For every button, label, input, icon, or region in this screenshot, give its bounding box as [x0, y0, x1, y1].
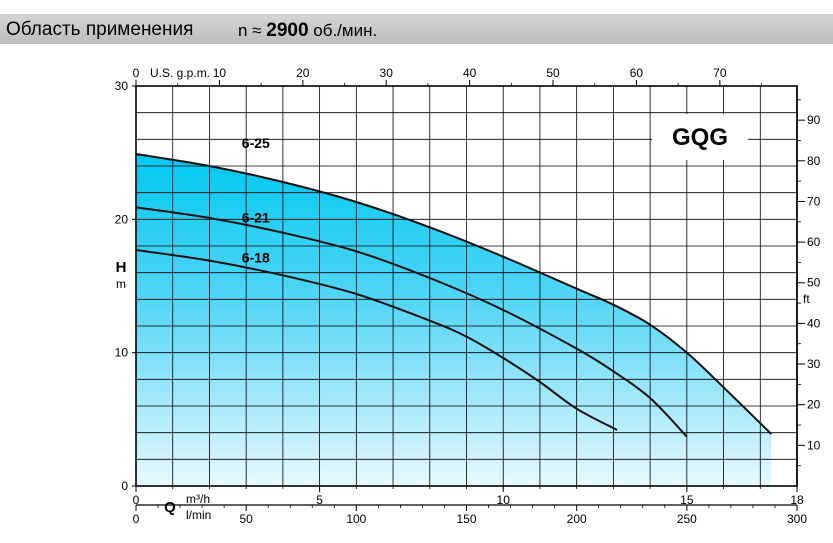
- y-right-tick-label: 60: [807, 235, 821, 249]
- y-left-tick-label: 0: [121, 479, 128, 493]
- curve-6-21: [135, 206, 688, 438]
- x-bottom-tick-label: 18: [790, 493, 804, 507]
- x-lmin-tick-label: 150: [456, 512, 476, 526]
- x-bottom-tick-label: 0: [133, 493, 140, 507]
- y-axis-unit: m: [116, 277, 126, 291]
- x-lmin-unit: l/min: [186, 508, 211, 522]
- y-right-tick-label: 30: [807, 357, 821, 371]
- x-top-tick-label: 50: [546, 66, 560, 80]
- y-axis-title: H: [116, 259, 127, 276]
- page-title: Область применения: [6, 19, 194, 40]
- speed-info: n ≈ 2900 об./мин.: [238, 20, 377, 42]
- curve-6-25: [135, 153, 772, 435]
- y-right-tick-label: 10: [807, 438, 821, 452]
- x-top-tick-label: 40: [463, 66, 477, 80]
- speed-unit: об./мин.: [313, 21, 378, 40]
- y-right-unit: ft: [803, 292, 810, 306]
- y-right-tick-label: 50: [807, 276, 821, 290]
- curve-label-6-18: 6-18: [242, 250, 270, 266]
- x-lmin-tick-label: 0: [133, 512, 140, 526]
- y-left-tick-label: 20: [115, 212, 129, 226]
- x-lmin-tick-label: 200: [567, 512, 587, 526]
- x-lmin-tick-label: 100: [346, 512, 366, 526]
- x-bottom-tick-label: 10: [497, 493, 511, 507]
- y-left-tick-label: 10: [115, 346, 129, 360]
- curve-label-6-21: 6-21: [242, 210, 270, 226]
- x-bottom-tick-label: 5: [316, 493, 323, 507]
- y-right-tick-label: 90: [807, 113, 821, 127]
- y-right-tick-label: 20: [807, 398, 821, 412]
- x-top-tick-label: 70: [713, 66, 727, 80]
- y-right-tick-label: 80: [807, 154, 821, 168]
- y-right-tick-label: 70: [807, 194, 821, 208]
- model-label: GQG: [672, 124, 728, 151]
- operating-envelope-fill: [136, 154, 772, 486]
- y-left-tick-label: 30: [115, 79, 129, 93]
- x-lmin-tick-label: 300: [787, 512, 807, 526]
- x-lmin-tick-label: 250: [677, 512, 697, 526]
- curve-6-18: [135, 249, 618, 431]
- y-right-tick-label: 40: [807, 316, 821, 330]
- x-top-tick-label: 60: [630, 66, 644, 80]
- x-top-tick-label: 10: [213, 66, 227, 80]
- model-label-box: [652, 114, 748, 160]
- x-bottom-tick-label: 15: [680, 493, 694, 507]
- x-lmin-tick-label: 50: [239, 512, 253, 526]
- x-top-tick-label: 30: [380, 66, 394, 80]
- header-bar: Область применения n ≈ 2900 об./мин.: [0, 14, 833, 44]
- x-top-unit: U.S. g.p.m.: [150, 66, 210, 80]
- speed-prefix: n ≈: [238, 21, 262, 40]
- speed-value: 2900: [266, 20, 309, 41]
- curve-label-6-25: 6-25: [242, 135, 270, 151]
- x-top-tick-label: 20: [296, 66, 310, 80]
- x-axis-title: Q: [164, 499, 176, 516]
- x-top-tick-label: 0: [133, 66, 140, 80]
- x-bottom-unit: m³/h: [186, 492, 210, 506]
